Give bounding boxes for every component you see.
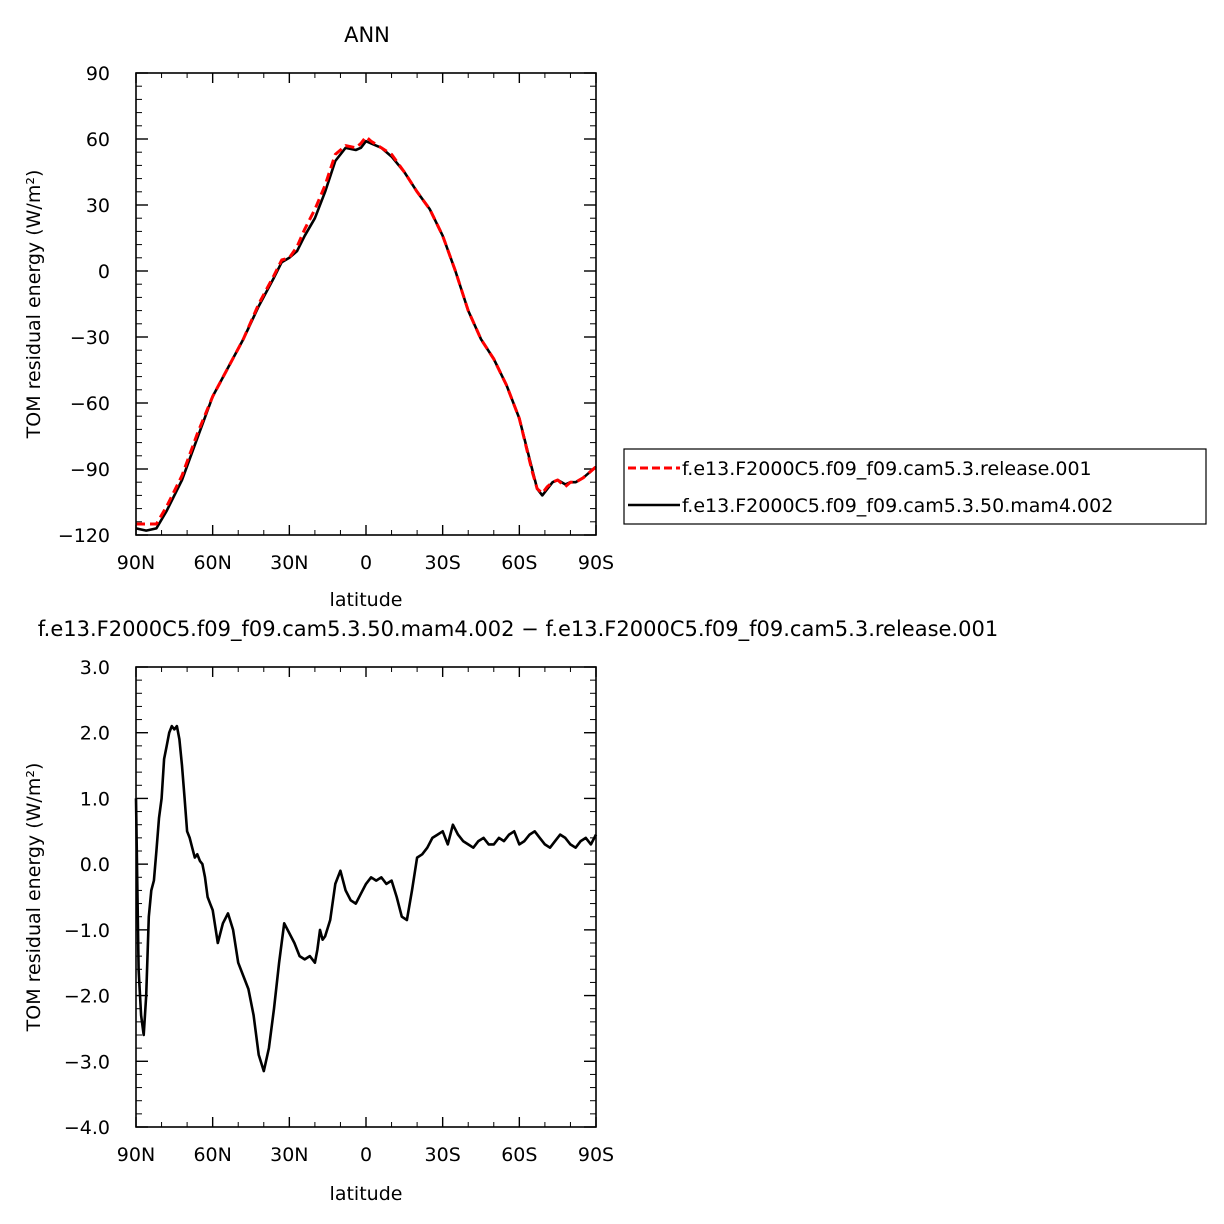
- top-y-tick-label: −120: [58, 525, 110, 547]
- top-series-line-release: [136, 135, 597, 526]
- bottom-x-tick-label: 60S: [501, 1144, 537, 1166]
- bottom-x-tick-label: 90N: [117, 1144, 155, 1166]
- bottom-panel: f.e13.F2000C5.f09_f09.cam5.3.50.mam4.002…: [23, 617, 998, 1205]
- bottom-y-tick-label: −4.0: [64, 1117, 110, 1139]
- bottom-plot-frame: [135, 666, 597, 1128]
- top-series-line-mam4: [135, 139, 597, 532]
- top-y-tick-label: 0: [98, 261, 110, 283]
- top-x-tick-label: 30S: [425, 552, 461, 574]
- top-panel: ANN 90N 60N 30N 0 30S 60S 90S 90 60 30 0 −30 −60 −90 −…: [23, 23, 614, 611]
- bottom-x-tick-label: 90S: [578, 1144, 614, 1166]
- bottom-series-group: [134, 724, 598, 1073]
- top-x-tick-label: 60S: [501, 552, 537, 574]
- bottom-series-line-difference: [134, 724, 598, 1073]
- top-y-tick-label: −90: [70, 459, 110, 481]
- legend-label-mam4: f.e13.F2000C5.f09_f09.cam5.3.50.mam4.002: [682, 495, 1113, 517]
- bottom-y-tick-label: 3.0: [80, 657, 110, 679]
- top-y-tick-label: −30: [70, 327, 110, 349]
- bottom-x-axis-label: latitude: [330, 1183, 403, 1205]
- top-plot-frame: [135, 72, 597, 536]
- bottom-y-tick-label: 1.0: [80, 788, 110, 810]
- top-x-tick-label: 90S: [578, 552, 614, 574]
- top-y-tick-label: −60: [70, 393, 110, 415]
- top-x-tick-label: 90N: [117, 552, 155, 574]
- bottom-y-tick-label: −1.0: [64, 920, 110, 942]
- top-y-tick-label: 90: [86, 63, 110, 85]
- top-x-tick-label: 30N: [270, 552, 308, 574]
- bottom-ticks: 90N 60N 30N 0 30S 60S 90S 3.0 2.0 1.0 0.0 −1.0 −2.0 −…: [64, 657, 614, 1166]
- bottom-y-tick-label: 2.0: [80, 723, 110, 745]
- top-y-tick-label: 60: [86, 129, 110, 151]
- bottom-x-tick-label: 60N: [193, 1144, 231, 1166]
- bottom-y-tick-label: −3.0: [64, 1051, 110, 1073]
- top-chart-title: ANN: [344, 23, 390, 47]
- top-x-tick-label: 0: [360, 552, 372, 574]
- bottom-y-tick-label: 0.0: [80, 854, 110, 876]
- top-y-tick-label: 30: [86, 195, 110, 217]
- top-x-tick-label: 60N: [193, 552, 231, 574]
- legend-box: [623, 448, 1207, 525]
- top-y-axis-label: TOM residual energy (W/m²): [23, 170, 45, 440]
- bottom-x-tick-label: 0: [360, 1144, 372, 1166]
- top-series-group: [135, 135, 597, 532]
- top-ticks: 90N 60N 30N 0 30S 60S 90S 90 60 30 0 −30 −60 −90 −120: [58, 63, 614, 574]
- top-x-axis-label: latitude: [330, 589, 403, 611]
- bottom-chart-title: f.e13.F2000C5.f09_f09.cam5.3.50.mam4.002…: [38, 617, 998, 642]
- bottom-x-tick-label: 30S: [425, 1144, 461, 1166]
- bottom-y-axis-label: TOM residual energy (W/m²): [23, 763, 45, 1033]
- bottom-y-tick-label: −2.0: [64, 986, 110, 1008]
- legend-label-release: f.e13.F2000C5.f09_f09.cam5.3.release.001: [682, 458, 1092, 480]
- bottom-x-tick-label: 30N: [270, 1144, 308, 1166]
- legend: f.e13.F2000C5.f09_f09.cam5.3.release.001…: [623, 448, 1207, 525]
